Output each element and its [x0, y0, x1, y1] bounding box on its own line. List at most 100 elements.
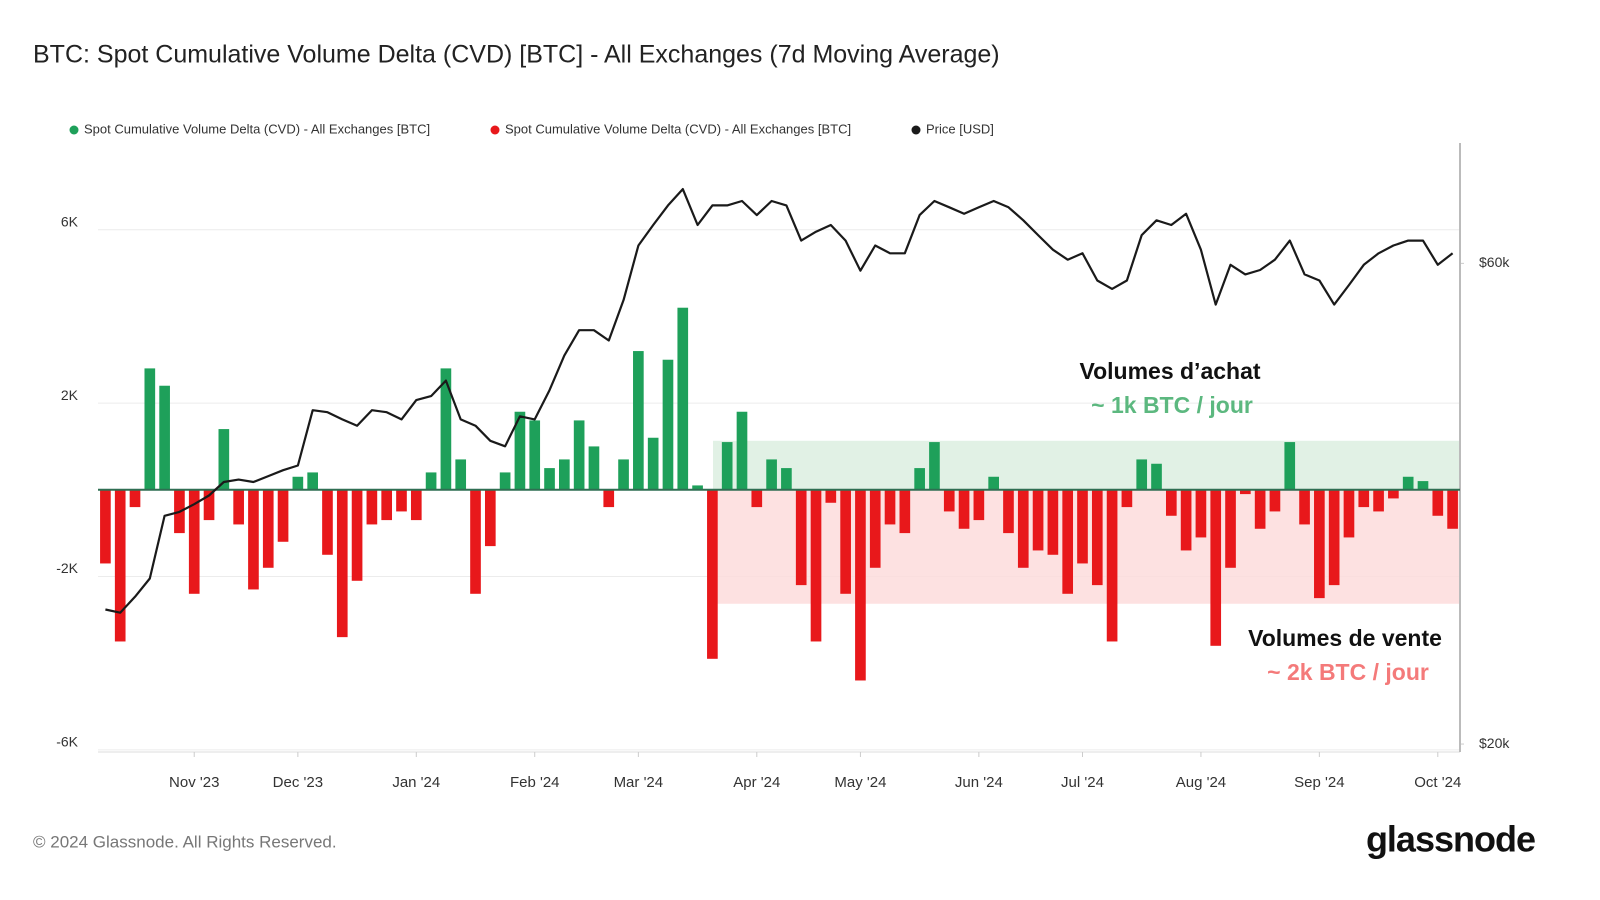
bar	[248, 489, 259, 590]
x-tick-label: Sep '24	[1294, 774, 1344, 791]
bar	[677, 307, 689, 490]
bar	[1077, 489, 1088, 564]
bar	[1151, 463, 1162, 490]
x-tick-label: Mar '24	[614, 774, 664, 791]
bar	[1447, 489, 1458, 529]
x-tick-label: Oct '24	[1414, 774, 1461, 791]
band	[713, 440, 1460, 490]
bar	[914, 468, 925, 490]
bar	[129, 489, 141, 508]
bar	[618, 459, 629, 490]
y-tick-label: -2K	[56, 560, 78, 576]
x-tick-label: Jul '24	[1061, 774, 1104, 791]
bar	[529, 420, 541, 490]
bar	[884, 489, 896, 525]
bar	[277, 489, 289, 542]
chart-title: BTC: Spot Cumulative Volume Delta (CVD) …	[33, 41, 1000, 69]
bar	[1417, 481, 1429, 490]
bar	[1299, 489, 1310, 525]
bar	[1121, 489, 1133, 508]
bar	[1225, 489, 1236, 568]
bar	[840, 489, 851, 594]
bar	[943, 489, 955, 512]
x-tick-label: Dec '23	[273, 774, 323, 791]
y-tick-label: 2K	[61, 387, 79, 403]
x-tick-label: Jan '24	[392, 774, 440, 791]
bar	[188, 489, 200, 594]
bar	[1402, 476, 1414, 490]
bar	[1136, 459, 1148, 490]
bar	[203, 489, 215, 521]
bar	[899, 489, 911, 534]
bar	[100, 489, 111, 564]
x-tick-label: Nov '23	[169, 774, 219, 791]
bar	[766, 459, 777, 490]
annotation: ~ 2k BTC / jour	[1267, 659, 1429, 685]
bar	[855, 489, 866, 681]
bar	[973, 489, 985, 521]
bar	[588, 446, 600, 490]
bar	[381, 489, 393, 521]
bar	[1106, 489, 1118, 642]
bar	[544, 468, 555, 490]
bar	[1388, 489, 1399, 499]
bar	[1032, 489, 1044, 551]
bar	[322, 489, 333, 555]
bar	[736, 411, 748, 490]
bar	[396, 489, 407, 512]
bar	[869, 489, 881, 568]
annotation: ~ 1k BTC / jour	[1091, 392, 1253, 418]
bar	[159, 385, 170, 490]
bar	[573, 420, 585, 490]
bar	[292, 476, 304, 490]
bar	[810, 489, 822, 642]
legend-label: Price [USD]	[926, 121, 994, 136]
bar	[929, 442, 940, 490]
bar	[144, 368, 156, 490]
x-tick-label: Jun '24	[955, 774, 1003, 791]
bar	[336, 489, 348, 638]
bar	[514, 411, 526, 490]
bar	[351, 489, 363, 581]
bar	[633, 351, 644, 490]
bar	[1003, 489, 1014, 534]
bar	[559, 459, 570, 490]
bar	[1210, 489, 1222, 646]
legend-label: Spot Cumulative Volume Delta (CVD) - All…	[84, 121, 430, 136]
bar	[1180, 489, 1192, 551]
annotation: Volumes d’achat	[1079, 358, 1260, 384]
bar	[751, 489, 763, 508]
bar	[470, 489, 481, 594]
y2-tick-label: $60k	[1479, 254, 1510, 270]
bar	[1165, 489, 1177, 516]
bar	[988, 476, 999, 490]
bar	[307, 472, 318, 490]
bar	[1017, 489, 1029, 568]
bar	[1328, 489, 1340, 586]
bar	[1240, 489, 1251, 495]
x-tick-label: Feb '24	[510, 774, 560, 791]
bar	[603, 489, 615, 508]
legend-dot	[69, 125, 79, 135]
legend-dot	[490, 125, 500, 135]
bar	[781, 468, 792, 490]
bar	[647, 437, 659, 490]
bar	[114, 489, 126, 642]
bar	[410, 489, 422, 521]
bar	[1047, 489, 1059, 555]
bar	[795, 489, 807, 586]
bar	[1091, 489, 1103, 586]
y-tick-label: -6K	[56, 734, 78, 750]
bar	[825, 489, 837, 503]
bar	[1373, 489, 1384, 512]
legend-dot	[911, 125, 921, 135]
x-tick-label: May '24	[834, 774, 886, 791]
bar	[662, 359, 674, 490]
copyright: © 2024 Glassnode. All Rights Reserved.	[33, 832, 337, 851]
price-line	[105, 188, 1454, 614]
bar	[262, 489, 274, 568]
bar	[707, 489, 718, 659]
y-tick-label: 6K	[61, 213, 79, 229]
bar	[455, 459, 467, 490]
